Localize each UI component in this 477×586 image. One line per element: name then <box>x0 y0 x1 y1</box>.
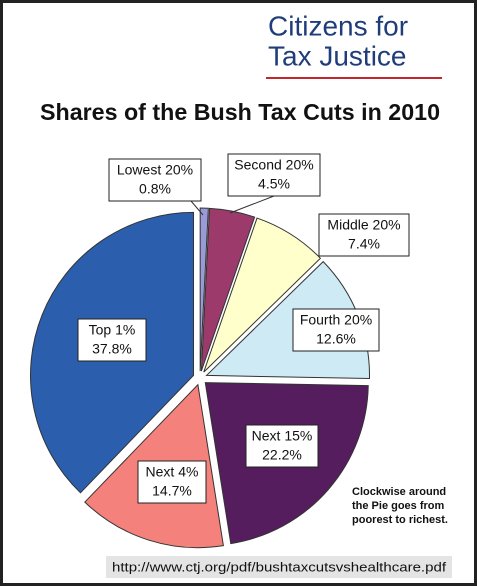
slice-value: 0.8% <box>139 181 171 197</box>
logo-line: Citizens for <box>268 10 408 41</box>
slice-name: Next 4% <box>146 464 199 480</box>
leader-line <box>190 200 204 216</box>
note-line: poorest to richest. <box>352 514 448 526</box>
label-box <box>292 308 380 352</box>
label-box <box>77 318 147 362</box>
slice-value: 12.6% <box>316 331 356 347</box>
slice-name: Next 15% <box>252 428 313 444</box>
source: http://www.ctj.org/pdf/bushtaxcutsvsheal… <box>112 559 446 574</box>
pie-slice <box>200 207 256 372</box>
slice-value: 37.8% <box>92 341 132 357</box>
logo-line: Tax Justice <box>268 40 407 71</box>
label-box <box>227 153 321 197</box>
slice-name: Second 20% <box>234 157 313 173</box>
note-line: Clockwise around <box>352 486 446 498</box>
pie-slice <box>199 207 209 372</box>
slice-value: 4.5% <box>258 176 290 192</box>
slice-value: 7.4% <box>348 236 380 252</box>
labels: Lowest 20% 0.8% Second 20% 4.5% Middle 20% 7.… <box>77 153 410 504</box>
slice-name: Lowest 20% <box>117 162 193 178</box>
slice-name: Middle 20% <box>327 217 400 233</box>
leader-line <box>229 195 275 214</box>
label-box <box>245 424 319 468</box>
slice-name: Top 1% <box>89 322 136 338</box>
source-box <box>106 556 452 578</box>
note-line: the Pie goes from <box>352 500 445 512</box>
label-box <box>108 158 202 202</box>
label-box <box>137 460 207 504</box>
slice-name: Fourth 20% <box>300 312 372 328</box>
pie-slice <box>203 217 322 373</box>
slice-value: 14.7% <box>152 483 192 499</box>
slice-value: 22.2% <box>262 447 302 463</box>
chart-title: Shares of the Bush Tax Cuts in 2010 <box>40 99 440 125</box>
label-box <box>318 213 410 257</box>
